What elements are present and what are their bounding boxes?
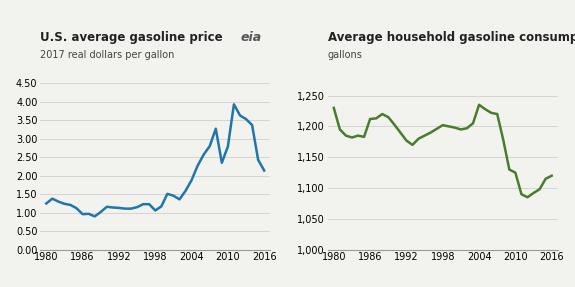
- Text: Average household gasoline consumption: Average household gasoline consumption: [328, 32, 575, 44]
- Text: U.S. average gasoline price: U.S. average gasoline price: [40, 32, 223, 44]
- Text: 2017 real dollars per gallon: 2017 real dollars per gallon: [40, 50, 175, 60]
- Text: gallons: gallons: [328, 50, 363, 60]
- Text: eia: eia: [240, 32, 262, 44]
